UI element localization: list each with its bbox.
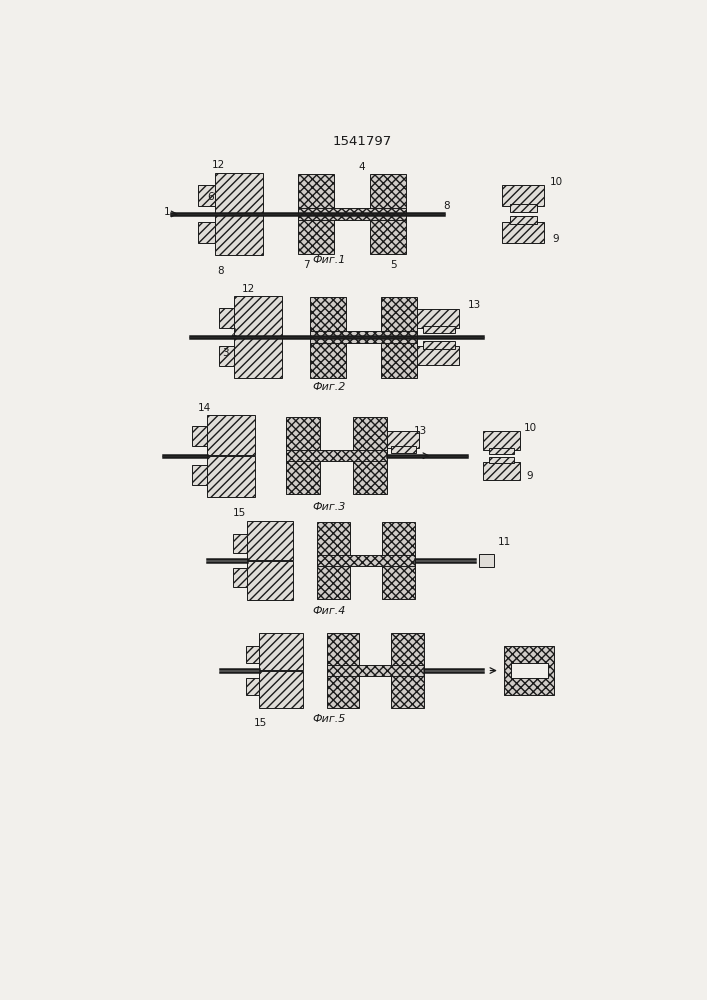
Text: 1541797: 1541797 xyxy=(332,135,392,148)
Text: 15: 15 xyxy=(254,718,267,728)
Bar xyxy=(327,665,423,676)
Bar xyxy=(215,173,262,213)
Bar xyxy=(317,522,350,599)
Text: Фиг.4: Фиг.4 xyxy=(312,606,346,616)
Text: 13: 13 xyxy=(414,426,427,436)
Bar xyxy=(247,678,259,695)
Text: 9: 9 xyxy=(552,234,559,244)
Bar xyxy=(233,534,247,553)
Bar xyxy=(502,185,544,206)
Text: 15: 15 xyxy=(233,508,246,518)
Text: Фиг.1: Фиг.1 xyxy=(312,255,346,265)
Text: Фиг.3: Фиг.3 xyxy=(312,502,346,512)
Bar xyxy=(286,417,320,494)
Text: 11: 11 xyxy=(498,537,511,547)
Bar xyxy=(504,646,554,695)
Bar xyxy=(510,216,537,224)
Text: 14: 14 xyxy=(198,403,211,413)
Text: 6: 6 xyxy=(207,192,214,202)
Bar xyxy=(198,185,215,206)
Bar xyxy=(327,633,359,708)
Text: 3: 3 xyxy=(223,348,229,358)
Bar xyxy=(218,346,234,366)
Text: 4: 4 xyxy=(358,162,365,172)
Bar xyxy=(502,222,544,243)
Text: 2: 2 xyxy=(230,328,237,338)
Bar xyxy=(310,331,416,343)
Bar xyxy=(387,431,419,448)
Bar xyxy=(310,297,346,378)
Text: 1: 1 xyxy=(164,207,170,217)
Text: 8: 8 xyxy=(217,266,224,276)
Bar xyxy=(423,341,455,349)
Bar xyxy=(353,417,387,494)
Bar xyxy=(510,204,537,212)
Bar xyxy=(247,561,293,600)
Bar xyxy=(192,465,207,485)
Bar xyxy=(382,522,415,599)
Bar xyxy=(286,450,387,461)
Text: 12: 12 xyxy=(212,160,225,170)
Bar xyxy=(247,521,293,560)
Bar xyxy=(233,568,247,587)
Bar xyxy=(298,208,406,220)
Bar xyxy=(381,297,416,378)
Bar xyxy=(391,633,423,708)
Bar xyxy=(423,326,455,333)
Bar xyxy=(198,222,215,243)
Bar xyxy=(234,296,282,336)
Bar xyxy=(489,448,514,454)
Bar xyxy=(489,457,514,463)
Bar xyxy=(370,174,406,254)
Bar xyxy=(416,346,459,365)
Bar xyxy=(207,456,255,497)
Bar xyxy=(317,555,415,566)
Text: 5: 5 xyxy=(390,260,397,270)
Bar xyxy=(479,554,494,567)
Bar xyxy=(218,308,234,328)
Text: 9: 9 xyxy=(526,471,532,481)
Bar xyxy=(259,671,303,708)
Bar xyxy=(207,415,255,455)
Text: 7: 7 xyxy=(303,260,309,270)
Bar xyxy=(234,338,282,378)
Bar xyxy=(247,646,259,663)
Bar xyxy=(192,426,207,446)
Text: Фиг.5: Фиг.5 xyxy=(312,714,346,724)
Bar xyxy=(298,174,334,254)
Text: 13: 13 xyxy=(467,300,481,310)
Text: 12: 12 xyxy=(242,284,255,294)
Bar xyxy=(416,309,459,328)
Bar xyxy=(259,633,303,670)
Bar xyxy=(510,663,549,678)
Bar xyxy=(483,431,520,450)
Bar xyxy=(483,462,520,480)
Bar xyxy=(391,446,416,453)
Text: 8: 8 xyxy=(443,201,450,211)
Text: Фиг.2: Фиг.2 xyxy=(312,382,346,392)
Bar xyxy=(215,215,262,255)
Text: 10: 10 xyxy=(550,177,563,187)
Text: 10: 10 xyxy=(524,423,537,433)
